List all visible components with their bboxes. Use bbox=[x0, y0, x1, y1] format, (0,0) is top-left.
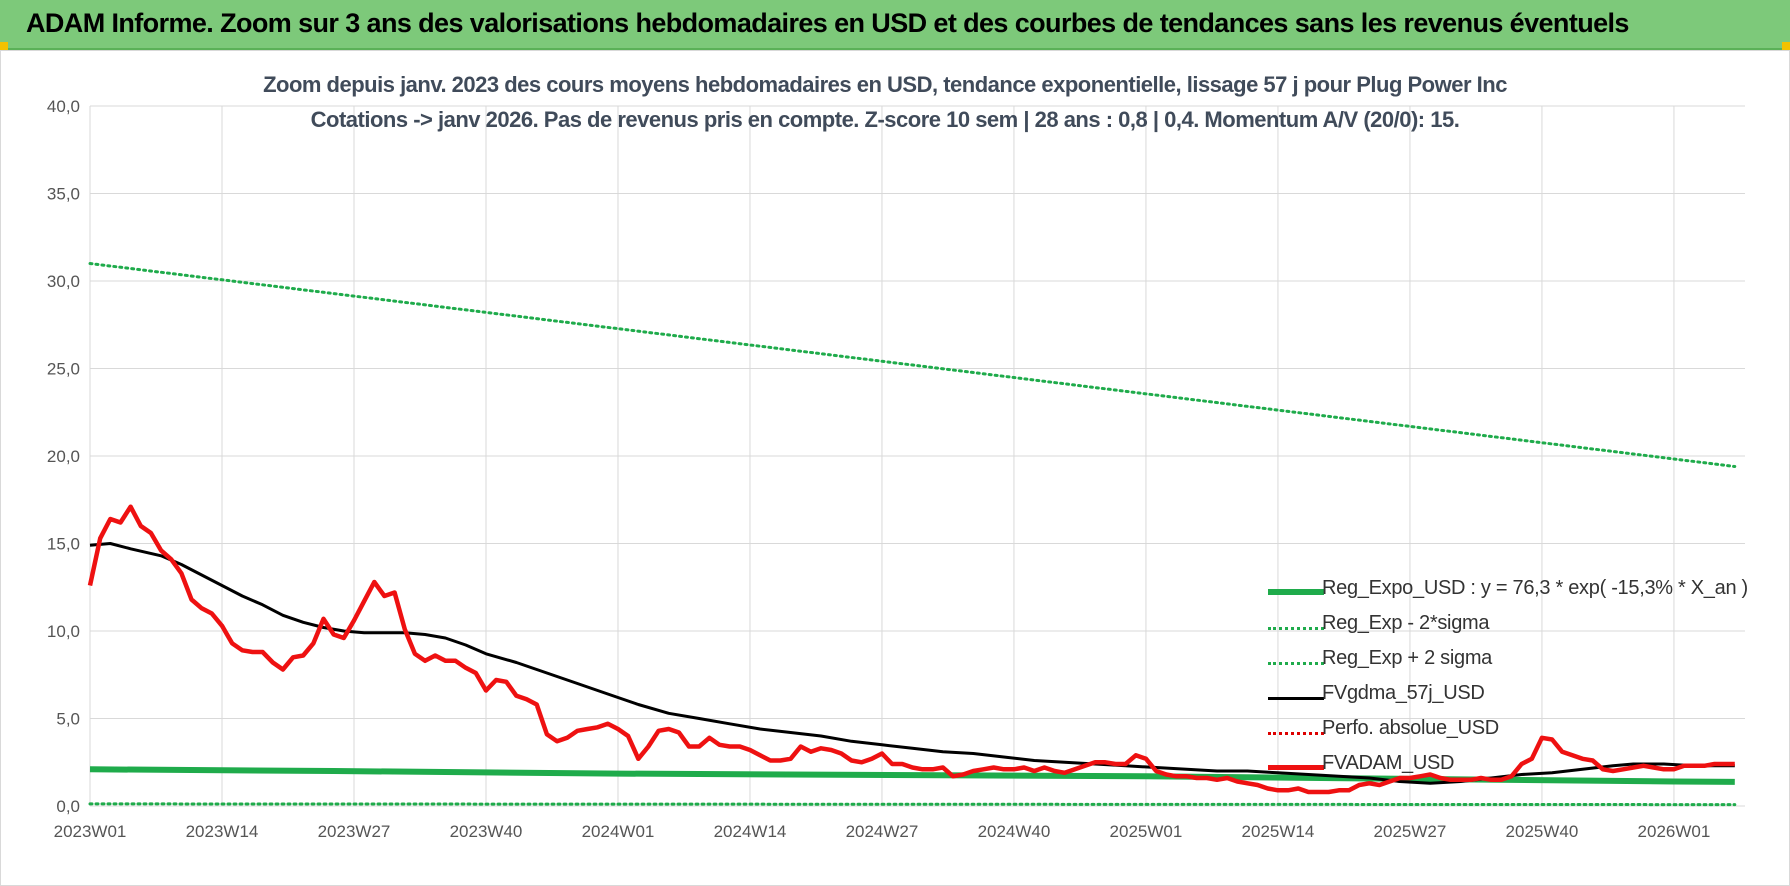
x-tick-label: 2023W14 bbox=[186, 822, 259, 841]
x-tick-label: 2023W27 bbox=[318, 822, 391, 841]
y-tick-label: 10,0 bbox=[47, 622, 80, 641]
legend-swatch bbox=[1268, 697, 1324, 700]
x-tick-label: 2024W14 bbox=[714, 822, 787, 841]
series-line-0 bbox=[89, 766, 1735, 785]
legend-swatch bbox=[1268, 765, 1324, 770]
x-tick-label: 2025W01 bbox=[1110, 822, 1183, 841]
x-tick-label: 2025W27 bbox=[1374, 822, 1447, 841]
chart-title: Zoom depuis janv. 2023 des cours moyens … bbox=[263, 72, 1507, 97]
legend-swatch bbox=[1268, 732, 1324, 735]
legend-swatch bbox=[1268, 627, 1324, 630]
y-tick-label: 0,0 bbox=[56, 797, 80, 816]
chart-subtitle: Cotations -> janv 2026. Pas de revenus p… bbox=[310, 107, 1460, 132]
report-banner: ADAM Informe. Zoom sur 3 ans des valoris… bbox=[0, 0, 1790, 50]
series-line-3 bbox=[89, 542, 1735, 785]
legend-swatch bbox=[1268, 589, 1324, 595]
corner-marker bbox=[1782, 42, 1790, 50]
y-tick-label: 20,0 bbox=[47, 447, 80, 466]
y-tick-label: 25,0 bbox=[47, 360, 80, 379]
y-tick-label: 40,0 bbox=[47, 97, 80, 116]
x-tick-label: 2026W01 bbox=[1638, 822, 1711, 841]
y-tick-label: 15,0 bbox=[47, 535, 80, 554]
x-tick-label: 2024W27 bbox=[846, 822, 919, 841]
legend-label: Reg_Exp + 2 sigma bbox=[1322, 647, 1492, 669]
x-axis: 2023W01 2023W14 2023W27 2023W40 2024W01 2024W… bbox=[54, 822, 1711, 841]
x-tick-label: 2024W40 bbox=[978, 822, 1051, 841]
series-group bbox=[87, 262, 1737, 807]
y-tick-label: 35,0 bbox=[47, 185, 80, 204]
series-line-1 bbox=[88, 802, 1737, 807]
series-line-5 bbox=[87, 504, 1735, 795]
legend-label: Reg_Exp - 2*sigma bbox=[1322, 612, 1490, 634]
x-tick-label: 2024W01 bbox=[582, 822, 655, 841]
corner-marker bbox=[0, 42, 8, 50]
y-tick-label: 5,0 bbox=[56, 710, 80, 729]
x-tick-label: 2023W01 bbox=[54, 822, 127, 841]
legend-label: Reg_Expo_USD : y = 76,3 * exp( -15,3% * … bbox=[1322, 577, 1748, 599]
legend-label: FVADAM_USD bbox=[1322, 752, 1455, 774]
legend-swatch bbox=[1268, 662, 1324, 665]
report-title: ADAM Informe. Zoom sur 3 ans des valoris… bbox=[26, 8, 1629, 38]
legend-label: Perfo. absolue_USD bbox=[1322, 717, 1499, 739]
x-tick-label: 2023W40 bbox=[450, 822, 523, 841]
legend-label: FVgdma_57j_USD bbox=[1322, 682, 1485, 704]
x-tick-label: 2025W40 bbox=[1506, 822, 1579, 841]
y-axis: 0,0 5,0 10,0 15,0 20,0 25,0 30,0 35,0 40,0 bbox=[47, 97, 80, 816]
y-tick-label: 30,0 bbox=[47, 272, 80, 291]
grid bbox=[89, 105, 1745, 807]
series-line-2 bbox=[88, 262, 1737, 468]
x-tick-label: 2025W14 bbox=[1242, 822, 1315, 841]
